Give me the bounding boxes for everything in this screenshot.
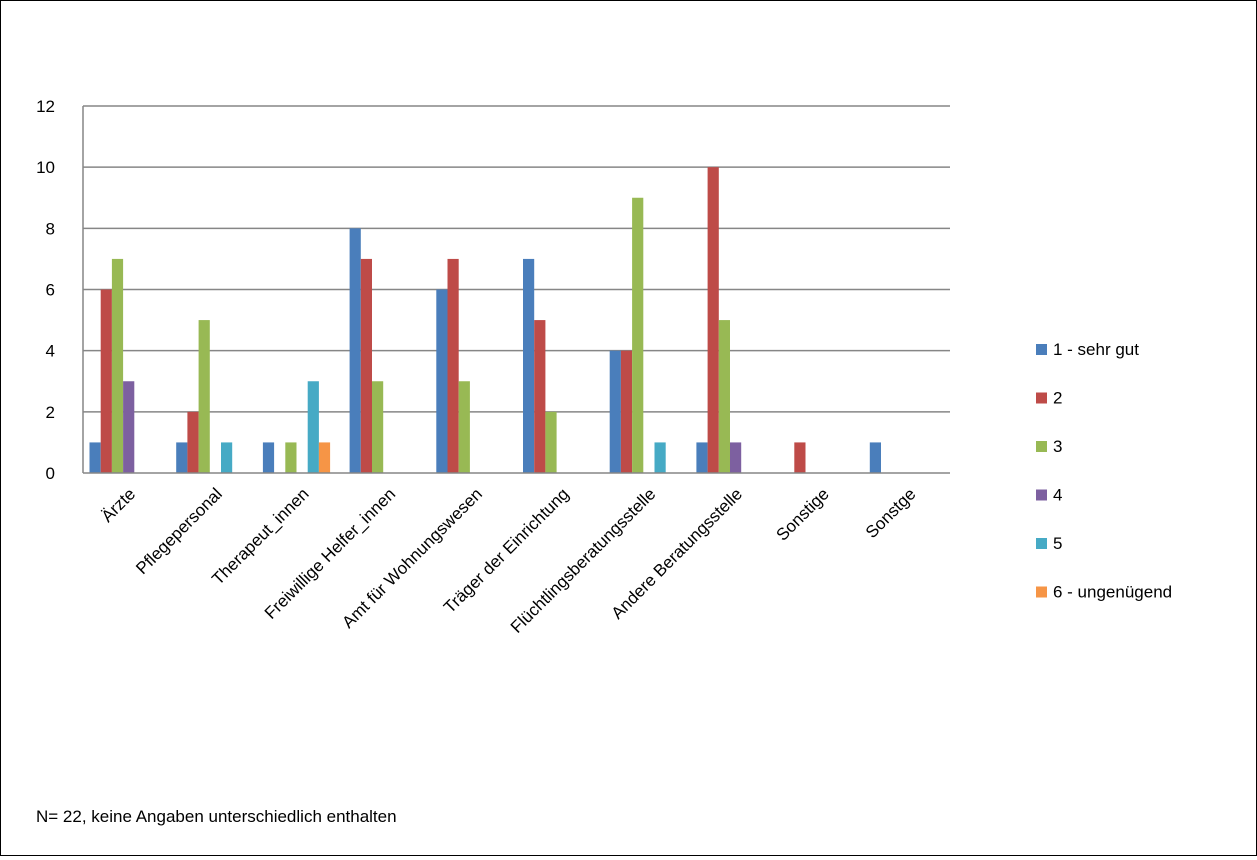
- y-tick-label: 4: [46, 342, 55, 361]
- bar: [696, 442, 708, 473]
- bar: [730, 442, 742, 473]
- y-tick-label: 8: [46, 219, 55, 238]
- x-tick-label: Ärzte: [98, 484, 139, 525]
- bar: [318, 442, 331, 473]
- bar: [307, 381, 319, 473]
- bar: [187, 411, 199, 473]
- bar: [111, 258, 124, 473]
- x-tick-label: Amt für Wohnungswesen: [338, 484, 486, 632]
- bar: [221, 442, 233, 473]
- bar: [458, 381, 470, 473]
- legend-swatch: [1036, 344, 1047, 355]
- legend-label: 4: [1053, 486, 1062, 505]
- bar: [718, 320, 730, 473]
- y-tick-label: 2: [46, 403, 55, 422]
- legend-label: 1 - sehr gut: [1053, 340, 1139, 359]
- legend-label: 5: [1053, 534, 1062, 553]
- y-tick-label: 10: [36, 158, 55, 177]
- bar: [436, 289, 448, 473]
- bar: [100, 289, 112, 473]
- y-tick-label: 12: [36, 97, 55, 116]
- bar: [609, 350, 621, 473]
- bar: [523, 258, 535, 473]
- x-tick-label: Pflegepersonal: [132, 484, 226, 578]
- bar: [198, 320, 210, 473]
- bar: [176, 442, 188, 473]
- gridlines: [83, 105, 950, 413]
- bar: [285, 442, 297, 473]
- bar: [620, 350, 633, 473]
- x-tick-label: Sonstige: [773, 484, 833, 544]
- legend-label: 2: [1053, 389, 1062, 408]
- x-tick-labels: ÄrztePflegepersonalTherapeut_innenFreiwi…: [98, 484, 920, 636]
- legend-swatch: [1036, 441, 1047, 452]
- legend-swatch: [1036, 538, 1047, 549]
- x-tick-label: Flüchtlingsberatungsstelle: [507, 484, 659, 636]
- legend-swatch: [1036, 586, 1047, 598]
- bar: [447, 258, 459, 473]
- legend-label: 6 - ungenügend: [1053, 583, 1172, 602]
- bars: [89, 167, 881, 473]
- bar: [545, 411, 557, 473]
- bar: [262, 442, 275, 473]
- bar: [632, 197, 644, 473]
- bar: [869, 442, 881, 473]
- x-tick-label: Sonstge: [862, 484, 920, 542]
- bar: [707, 167, 719, 473]
- axes: [82, 106, 950, 474]
- bar: [89, 442, 101, 473]
- y-tick-labels: 0 2 4 6 8 10 12: [36, 97, 55, 483]
- bar: [349, 228, 361, 473]
- legend-label: 3: [1053, 437, 1062, 456]
- bar: [794, 442, 806, 473]
- legend-swatch: [1036, 489, 1047, 501]
- y-tick-label: 6: [46, 281, 55, 300]
- bar: [654, 442, 666, 473]
- bar: [360, 258, 372, 473]
- bar: [123, 381, 135, 473]
- legend: 1 - sehr gut 2 3 4 5 6 - ungenügend: [1036, 340, 1172, 602]
- y-tick-label: 0: [46, 464, 55, 483]
- bar: [534, 320, 546, 473]
- legend-swatch: [1036, 392, 1047, 404]
- footnote: N= 22, keine Angaben unterschiedlich ent…: [36, 807, 397, 826]
- bar: [372, 381, 384, 473]
